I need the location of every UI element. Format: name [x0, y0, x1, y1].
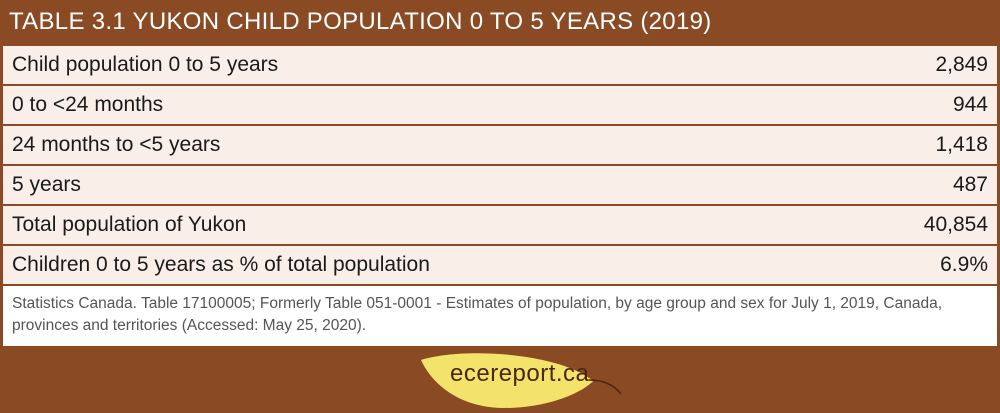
- population-table: Child population 0 to 5 years 2,849 0 to…: [3, 46, 997, 346]
- table-row: 24 months to <5 years 1,418: [3, 126, 997, 166]
- row-value: 2,849: [935, 53, 988, 76]
- row-label: 5 years: [12, 173, 81, 196]
- row-value: 944: [952, 93, 988, 116]
- row-value: 487: [952, 173, 988, 196]
- logo-text[interactable]: ecereport.ca: [450, 360, 590, 387]
- table-title: TABLE 3.1 YUKON CHILD POPULATION 0 TO 5 …: [0, 0, 1000, 44]
- table-row: Children 0 to 5 years as % of total popu…: [3, 246, 997, 286]
- table-row: Total population of Yukon 40,854: [3, 206, 997, 246]
- row-label: Child population 0 to 5 years: [12, 53, 279, 76]
- row-label: 0 to <24 months: [12, 93, 164, 116]
- table-row: 5 years 487: [3, 166, 997, 206]
- row-value: 1,418: [935, 133, 988, 156]
- row-value: 6.9%: [940, 253, 988, 276]
- row-value: 40,854: [923, 213, 988, 236]
- table-row: 0 to <24 months 944: [3, 86, 997, 126]
- source-note: Statistics Canada. Table 17100005; Forme…: [3, 286, 997, 346]
- table-row: Child population 0 to 5 years 2,849: [3, 46, 997, 86]
- row-label: Total population of Yukon: [12, 213, 247, 236]
- leaf-icon: [421, 353, 622, 408]
- row-label: 24 months to <5 years: [12, 133, 221, 156]
- row-label: Children 0 to 5 years as % of total popu…: [12, 253, 430, 276]
